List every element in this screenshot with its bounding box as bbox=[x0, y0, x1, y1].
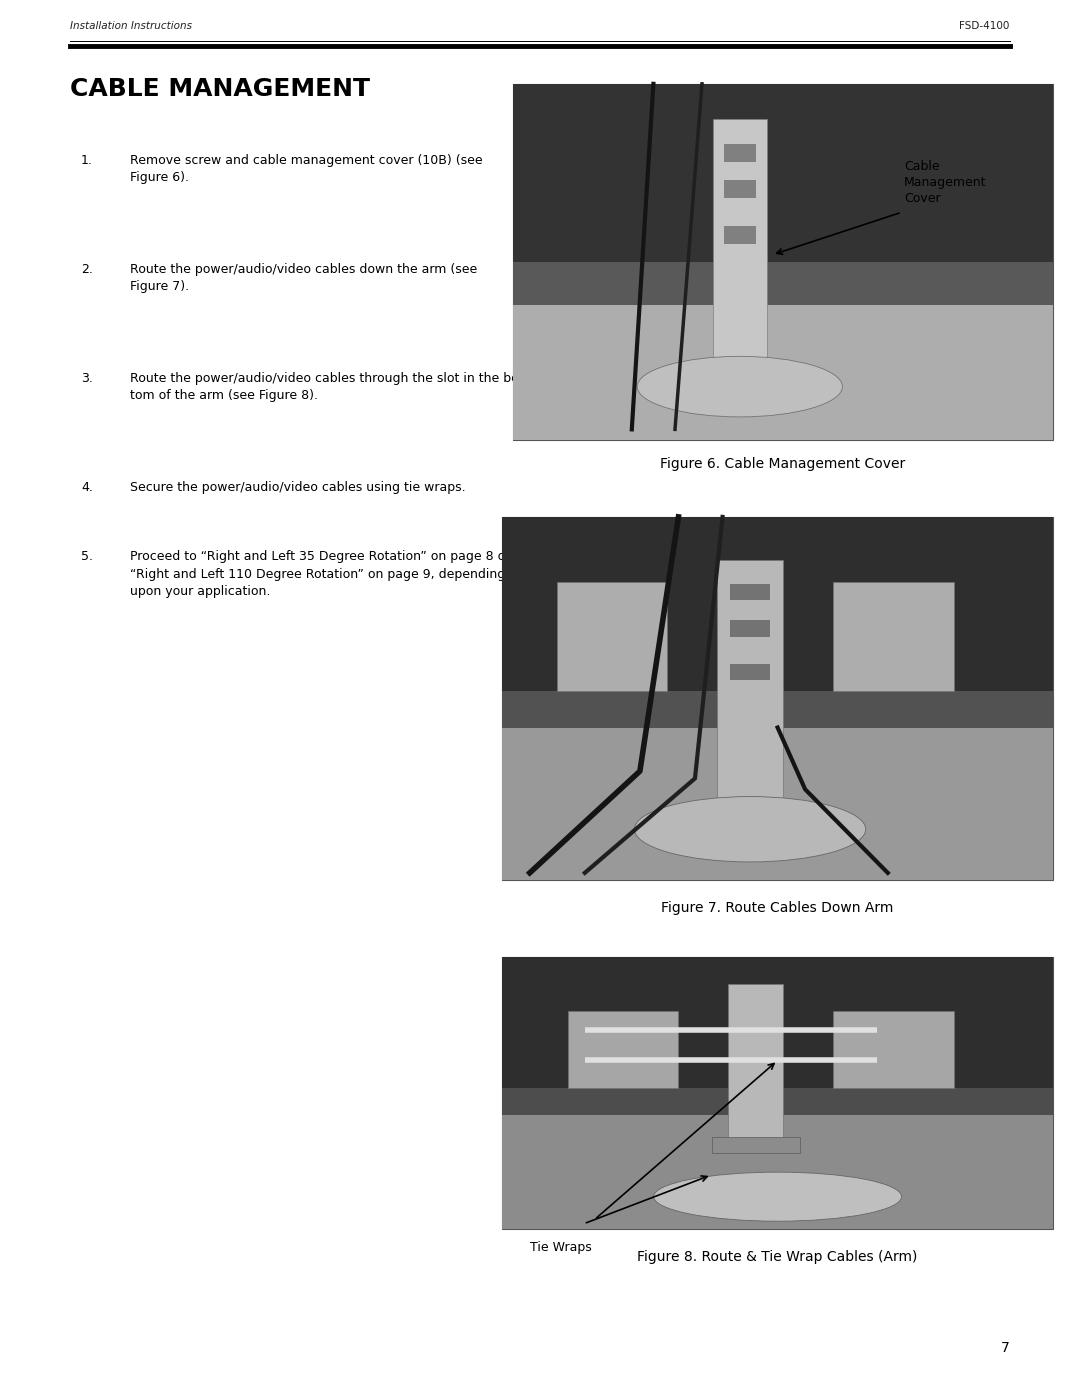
Ellipse shape bbox=[637, 356, 842, 416]
Bar bbox=[724, 226, 756, 244]
Ellipse shape bbox=[653, 1172, 902, 1221]
Text: 2.: 2. bbox=[81, 263, 93, 275]
Bar bbox=[502, 692, 1053, 728]
Ellipse shape bbox=[634, 796, 866, 862]
Bar bbox=[712, 1137, 799, 1153]
Text: Proceed to “Right and Left 35 Degree Rotation” on page 8 or
“Right and Left 110 : Proceed to “Right and Left 35 Degree Rot… bbox=[130, 550, 510, 598]
Text: CABLE MANAGEMENT: CABLE MANAGEMENT bbox=[70, 77, 370, 101]
Text: Cable
Management
Cover: Cable Management Cover bbox=[904, 161, 986, 205]
Bar bbox=[568, 1011, 678, 1088]
Bar bbox=[513, 263, 1053, 305]
Bar bbox=[502, 728, 1053, 880]
Bar bbox=[513, 84, 1053, 263]
Text: 3.: 3. bbox=[81, 372, 93, 384]
Text: Installation Instructions: Installation Instructions bbox=[70, 21, 192, 31]
Text: Secure the power/audio/video cables using tie wraps.: Secure the power/audio/video cables usin… bbox=[130, 481, 465, 493]
Bar bbox=[713, 120, 767, 412]
Bar bbox=[724, 180, 756, 198]
Text: Figure 7. Route Cables Down Arm: Figure 7. Route Cables Down Arm bbox=[661, 901, 894, 915]
Bar bbox=[513, 305, 1053, 440]
Text: 4.: 4. bbox=[81, 481, 93, 493]
Text: Remove screw and cable management cover (10B) (see
Figure 6).: Remove screw and cable management cover … bbox=[130, 154, 483, 184]
Text: FSD-4100: FSD-4100 bbox=[959, 21, 1010, 31]
Bar bbox=[502, 1115, 1053, 1229]
Bar bbox=[833, 583, 954, 692]
Bar bbox=[502, 1088, 1053, 1115]
Text: 5.: 5. bbox=[81, 550, 93, 563]
Text: 7: 7 bbox=[1001, 1341, 1010, 1355]
Bar bbox=[502, 957, 1053, 1088]
Bar bbox=[502, 517, 1053, 880]
Bar bbox=[730, 620, 770, 637]
Text: Figure 6. Cable Management Cover: Figure 6. Cable Management Cover bbox=[660, 457, 906, 471]
Bar bbox=[513, 84, 1053, 440]
Bar bbox=[717, 560, 783, 844]
Text: 1.: 1. bbox=[81, 154, 93, 166]
Bar bbox=[730, 584, 770, 601]
Bar bbox=[728, 983, 783, 1148]
Bar bbox=[724, 144, 756, 162]
Bar bbox=[502, 517, 1053, 692]
Text: Figure 8. Route & Tie Wrap Cables (Arm): Figure 8. Route & Tie Wrap Cables (Arm) bbox=[637, 1250, 918, 1264]
Bar bbox=[730, 664, 770, 680]
Text: Route the power/audio/video cables through the slot in the bot-
tom of the arm (: Route the power/audio/video cables throu… bbox=[130, 372, 528, 402]
Text: Tie Wraps: Tie Wraps bbox=[530, 1241, 592, 1253]
Text: Route the power/audio/video cables down the arm (see
Figure 7).: Route the power/audio/video cables down … bbox=[130, 263, 477, 293]
Bar bbox=[502, 957, 1053, 1229]
Bar bbox=[557, 583, 667, 692]
Bar bbox=[833, 1011, 954, 1088]
